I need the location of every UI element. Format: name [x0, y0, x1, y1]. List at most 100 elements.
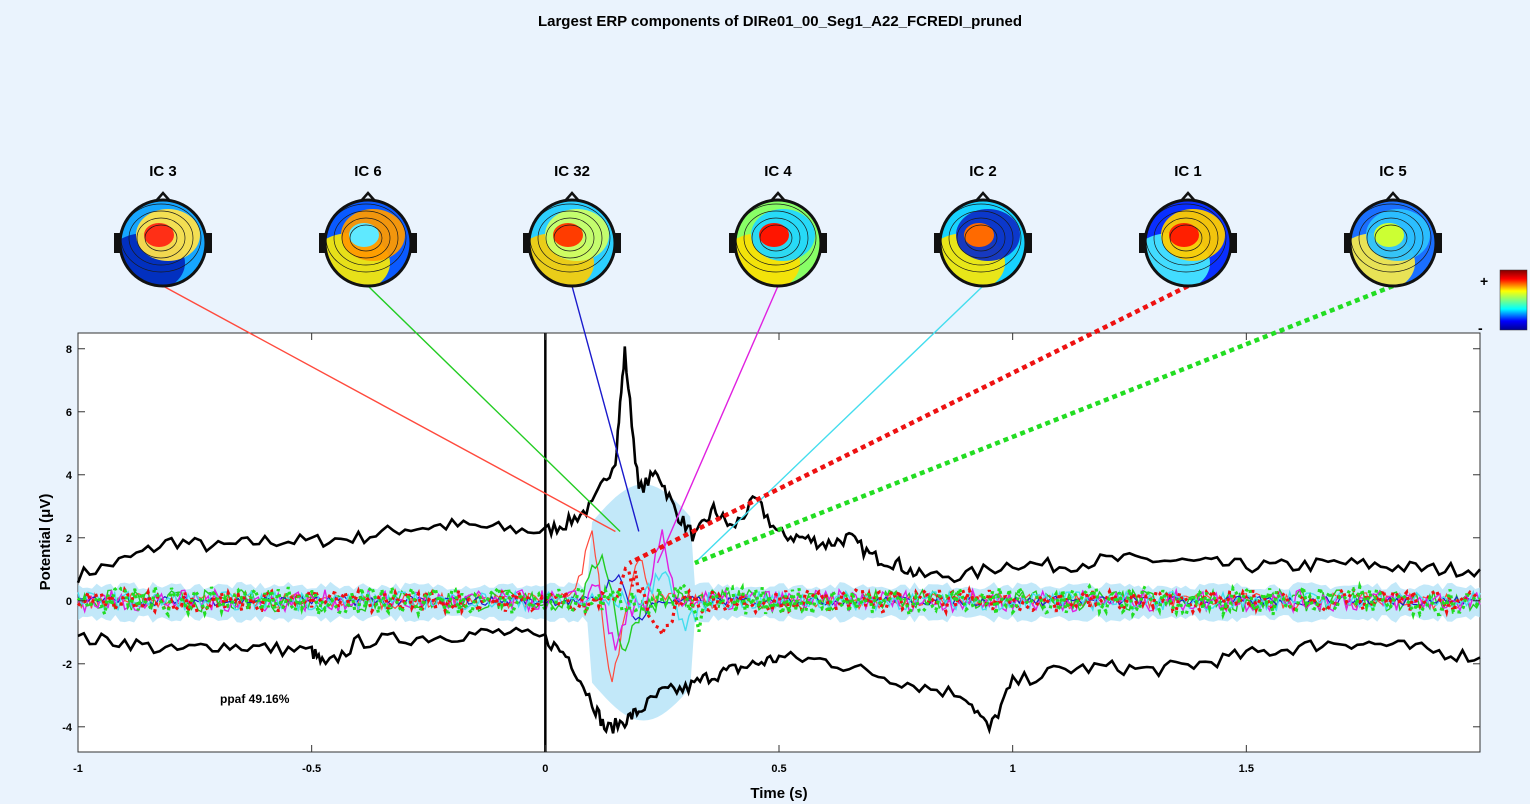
contour-line: [333, 210, 399, 266]
contour-line: [144, 224, 178, 252]
contour-line: [1374, 224, 1408, 252]
connector-ic-3: [162, 285, 616, 533]
contour-line: [136, 217, 186, 259]
topomap-field: [940, 200, 1026, 286]
y-tick-label: 2: [66, 533, 72, 545]
ear-left: [1139, 233, 1146, 253]
topomaps: IC 3 IC 6 IC 32 IC 4 IC 2 IC 1 IC 5: [114, 163, 1442, 288]
trace-ic-5: [76, 580, 1482, 632]
data-envelope: [76, 346, 1481, 735]
topomap-label: IC 4: [764, 163, 792, 180]
contour-line: [1358, 210, 1424, 266]
contour-line: [1366, 217, 1416, 259]
field-peak: [553, 223, 583, 247]
variance-band: [78, 484, 1480, 721]
topomap-label: IC 2: [969, 163, 997, 180]
component-traces: [76, 529, 1482, 683]
chart-title: Largest ERP components of DIRe01_00_Seg1…: [538, 13, 1022, 30]
connector-ic-2: [694, 285, 984, 564]
y-tick-label: -4: [62, 722, 73, 734]
ear-right: [820, 233, 827, 253]
nose: [1385, 191, 1401, 202]
topomap-label: IC 1: [1174, 163, 1202, 180]
colorbar: [1499, 269, 1528, 331]
connector-ic-32: [571, 285, 640, 532]
topomap-field: [1350, 200, 1436, 286]
field-peak: [1374, 223, 1404, 247]
contour-line: [341, 217, 391, 259]
contour-line: [1153, 210, 1219, 266]
ppaf-annotation: ppaf 49.16%: [220, 692, 290, 706]
ear-right: [1025, 233, 1032, 253]
trace-ic-4: [77, 529, 1481, 651]
topomap-label: IC 32: [554, 163, 590, 180]
nose: [770, 191, 786, 202]
y-axis-label: Potential (μV): [37, 494, 54, 591]
topomap-field: [529, 200, 615, 286]
contour-line: [956, 217, 1006, 259]
variance-shading: [78, 484, 1480, 721]
connector-ic-1: [628, 283, 1189, 565]
contour-line: [964, 224, 998, 252]
ear-right: [1230, 233, 1237, 253]
axes: -1 -0.5 0 0.5 1 1.5 -4 -2 0 2 4 6 8: [62, 333, 1480, 775]
contour-line: [759, 224, 793, 252]
trace-ic-1: [76, 566, 1482, 639]
y-tick-label: 6: [66, 407, 72, 419]
ear-left: [319, 233, 326, 253]
topomap-connector-lines: [162, 283, 1394, 566]
y-tick-label: 8: [66, 344, 72, 356]
envelope-lower: [77, 626, 1481, 735]
topomap-ic-3: IC 3: [114, 163, 212, 288]
field-peak: [349, 223, 379, 247]
x-tick-label: 1: [1010, 763, 1016, 775]
contour-line: [349, 224, 383, 252]
topomap-ic-32: IC 32: [523, 163, 621, 288]
topomap-ic-4: IC 4: [729, 163, 827, 288]
nose: [564, 191, 580, 202]
ear-right: [205, 233, 212, 253]
contour-line: [1161, 217, 1211, 259]
field-peak: [759, 223, 789, 247]
trace-ic-6: [77, 552, 1481, 652]
y-tick-label: -2: [62, 659, 72, 671]
contour-line: [948, 210, 1014, 266]
x-tick-label: -0.5: [302, 763, 321, 775]
x-tick-label: 1.5: [1239, 763, 1254, 775]
contour-line: [1169, 224, 1203, 252]
field-peak: [1169, 223, 1199, 247]
topomap-label: IC 3: [149, 163, 177, 180]
connector-ic-4: [656, 285, 779, 564]
contour-line: [743, 210, 809, 266]
y-tick-label: 0: [66, 596, 72, 608]
topomap-ic-2: IC 2: [934, 163, 1032, 288]
x-tick-label: -1: [73, 763, 83, 775]
ear-right: [614, 233, 621, 253]
contour-line: [751, 217, 801, 259]
contour-line: [545, 217, 595, 259]
contour-line: [553, 224, 587, 252]
topomap-ic-5: IC 5: [1344, 163, 1442, 288]
ear-left: [114, 233, 121, 253]
x-axis-label: Time (s): [750, 785, 807, 802]
colorbar-minus-label: -: [1478, 320, 1483, 336]
topomap-label: IC 5: [1379, 163, 1407, 180]
x-tick-label: 0: [542, 763, 548, 775]
ear-right: [1435, 233, 1442, 253]
field-peak: [144, 223, 174, 247]
topomap-label: IC 6: [354, 163, 382, 180]
ear-left: [729, 233, 736, 253]
ear-right: [410, 233, 417, 253]
plot-area: [77, 332, 1481, 753]
connector-ic-6: [367, 285, 621, 532]
nose: [155, 191, 171, 202]
ear-left: [934, 233, 941, 253]
connector-ic-5: [694, 283, 1394, 566]
nose: [1180, 191, 1196, 202]
topomap-ic-1: IC 1: [1139, 163, 1237, 288]
ear-left: [523, 233, 530, 253]
y-tick-label: 4: [66, 470, 73, 482]
nose: [360, 191, 376, 202]
nose: [975, 191, 991, 202]
